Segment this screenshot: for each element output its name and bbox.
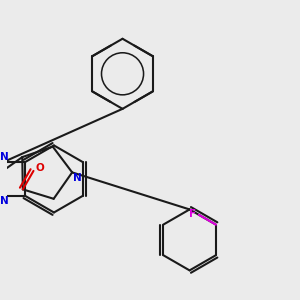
Text: O: O: [36, 164, 45, 173]
Text: N: N: [73, 173, 82, 183]
Text: N: N: [0, 152, 9, 162]
Text: N: N: [0, 196, 9, 206]
Text: F: F: [189, 209, 196, 219]
